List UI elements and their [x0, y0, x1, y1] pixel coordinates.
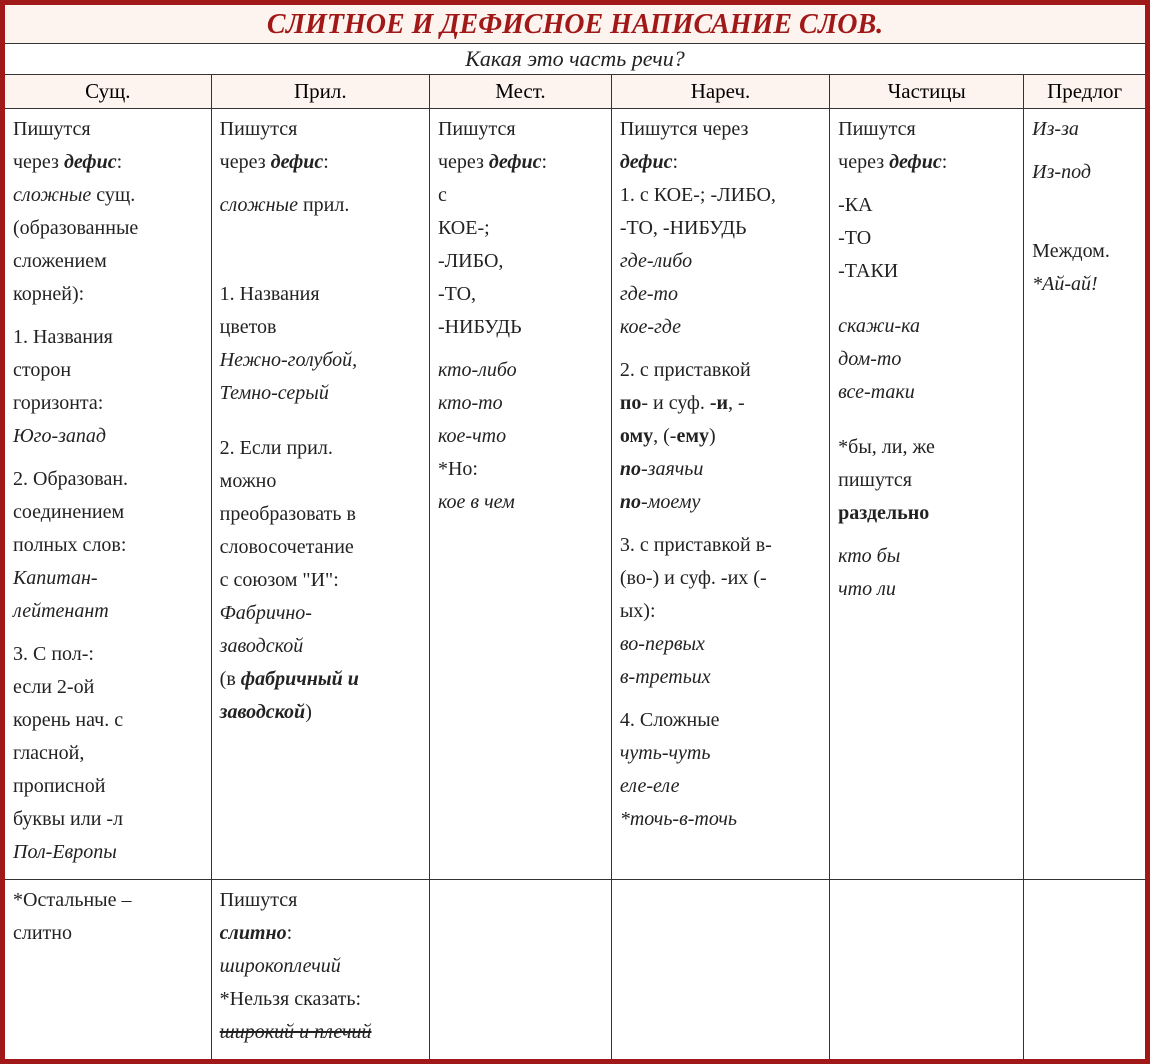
- col-header: Прил.: [211, 75, 429, 109]
- main-row: Пишутся через дефис: сложные сущ. (образ…: [5, 109, 1145, 880]
- col-header: Частицы: [830, 75, 1024, 109]
- cell-empty: [830, 880, 1024, 1060]
- col-header: Сущ.: [5, 75, 211, 109]
- cell-preposition: Из-за Из-под Междом. *Ай-ай!: [1024, 109, 1145, 880]
- header-row: Сущ. Прил. Мест. Нареч. Частицы Предлог: [5, 75, 1145, 109]
- col-header: Мест.: [429, 75, 611, 109]
- cell-adjective: Пишутся через дефис: сложные прил. 1. На…: [211, 109, 429, 880]
- cell-noun: Пишутся через дефис: сложные сущ. (образ…: [5, 109, 211, 880]
- bottom-row: *Остальные – слитно Пишутся слитно: широ…: [5, 880, 1145, 1060]
- cell-noun-bottom: *Остальные – слитно: [5, 880, 211, 1060]
- cell-adverb: Пишутся через дефис: 1. с КОЕ-; -ЛИБО, -…: [611, 109, 829, 880]
- cell-empty: [429, 880, 611, 1060]
- cell-adjective-bottom: Пишутся слитно: широкоплечий *Нельзя ска…: [211, 880, 429, 1060]
- cell-empty: [611, 880, 829, 1060]
- grammar-table: Сущ. Прил. Мест. Нареч. Частицы Предлог …: [5, 75, 1145, 1059]
- col-header: Предлог: [1024, 75, 1145, 109]
- cell-empty: [1024, 880, 1145, 1060]
- col-header: Нареч.: [611, 75, 829, 109]
- cell-particle: Пишутся через дефис: -КА -ТО -ТАКИ скажи…: [830, 109, 1024, 880]
- title: СЛИТНОЕ И ДЕФИСНОЕ НАПИСАНИЕ СЛОВ.: [5, 5, 1145, 44]
- subtitle: Какая это часть речи?: [5, 44, 1145, 75]
- document-frame: СЛИТНОЕ И ДЕФИСНОЕ НАПИСАНИЕ СЛОВ. Какая…: [0, 0, 1150, 1064]
- cell-pronoun: Пишутся через дефис: с КОЕ-; -ЛИБО, -ТО,…: [429, 109, 611, 880]
